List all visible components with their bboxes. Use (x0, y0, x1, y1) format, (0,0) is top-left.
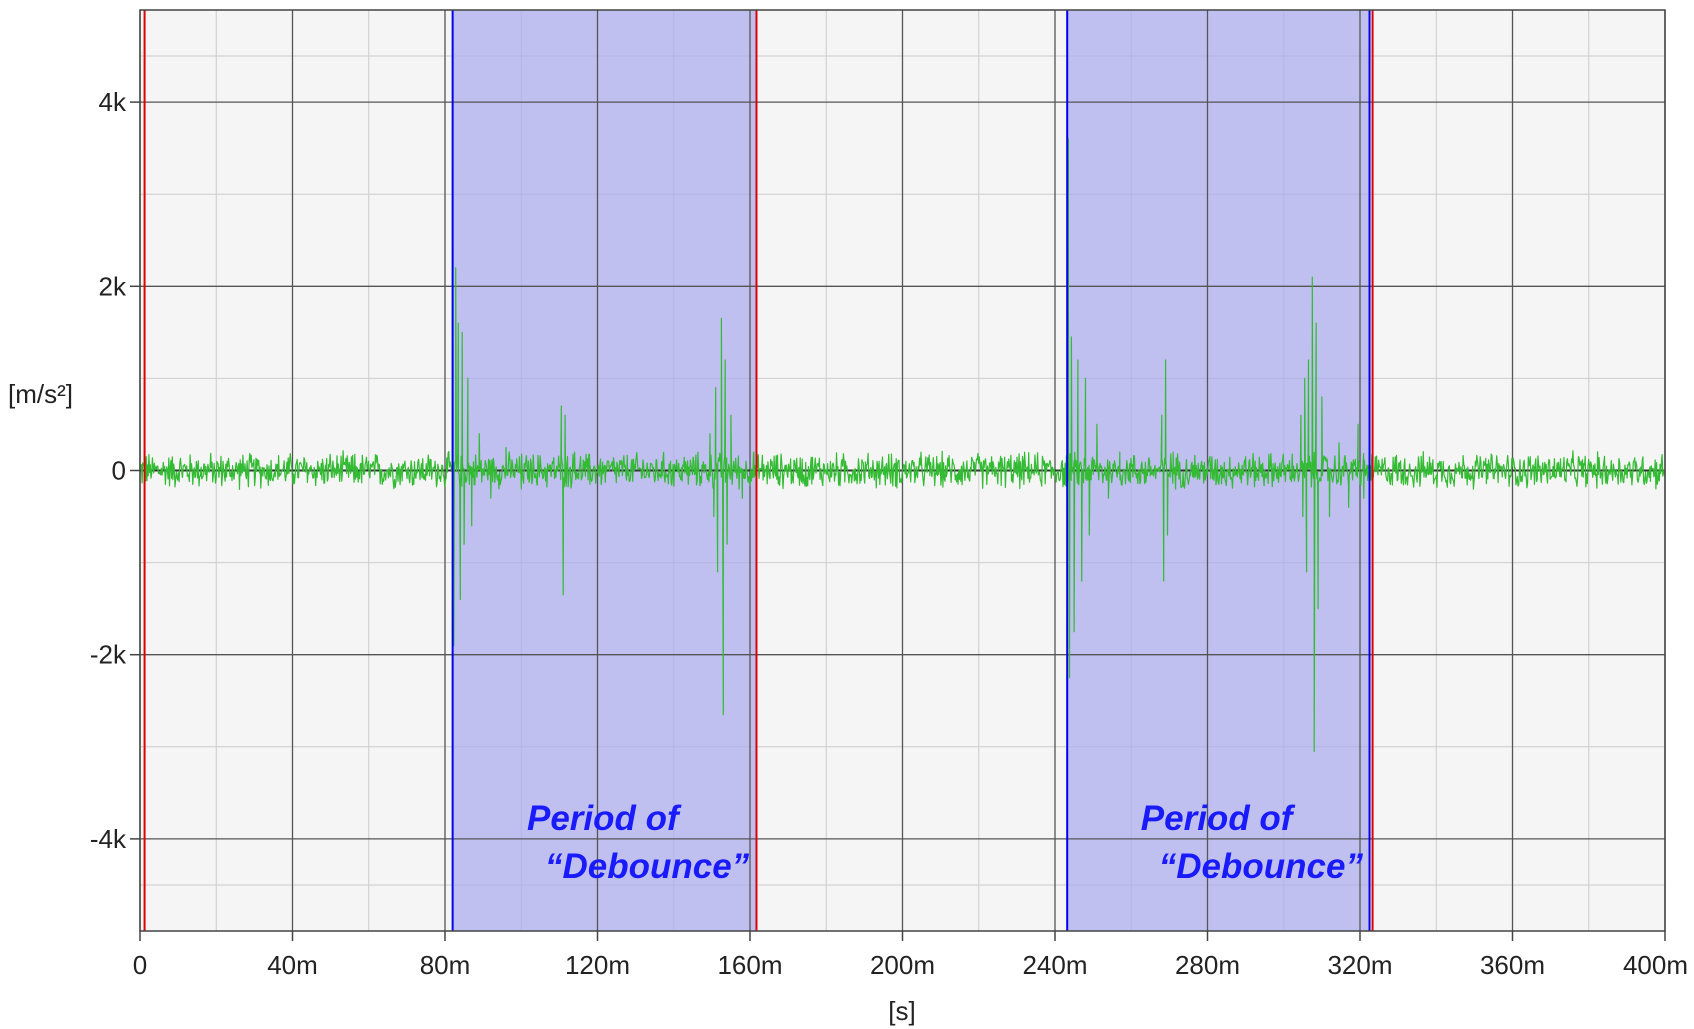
x-tick-label: 400m (1623, 950, 1688, 980)
annotation-line-2: “Debounce” (1159, 847, 1364, 886)
y-tick-label: 2k (99, 271, 127, 301)
x-tick-label: 320m (1327, 950, 1392, 980)
series-group (139, 119, 1666, 752)
y-tick-label: 4k (99, 87, 127, 117)
y-tick-label: 0 (112, 456, 126, 486)
y-axis-ticks: 4k 2k 0 -2k -4k (90, 87, 140, 854)
annotations: Period of “Debounce” Period of “Debounce” (527, 799, 1364, 886)
y-axis-label: [m/s²] (8, 379, 73, 409)
x-tick-label: 0 (133, 950, 147, 980)
y-tick-label: -4k (90, 824, 127, 854)
y-tick-label: -2k (90, 640, 127, 670)
x-tick-label: 200m (870, 950, 935, 980)
x-axis-label: [s] (888, 996, 915, 1026)
x-tick-label: 240m (1022, 950, 1087, 980)
x-tick-label: 160m (717, 950, 782, 980)
x-tick-label: 40m (267, 950, 318, 980)
cursor-markers (143, 10, 1374, 931)
x-tick-label: 120m (565, 950, 630, 980)
x-tick-label: 360m (1480, 950, 1545, 980)
annotation-line-2: “Debounce” (545, 847, 750, 886)
x-tick-label: 280m (1175, 950, 1240, 980)
acceleration-series-line (139, 119, 1666, 752)
annotation-line-1: Period of (527, 799, 682, 838)
x-tick-label: 80m (420, 950, 471, 980)
x-axis-ticks: 0 40m 80m 120m 160m 200m 240m 280m 320m 360m 400m (133, 931, 1688, 980)
annotation-line-1: Period of (1141, 799, 1296, 838)
